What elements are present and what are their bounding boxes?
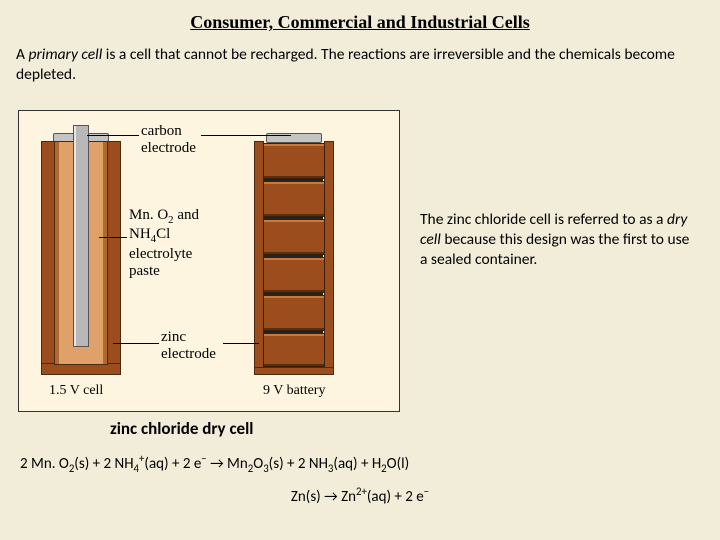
intro-italic: primary cell — [28, 45, 102, 64]
leader-carbon-left — [87, 135, 139, 136]
page-title: Consumer, Commercial and Industrial Cell… — [0, 0, 720, 33]
cell-outer-wall-right — [107, 141, 121, 375]
leader-carbon-right — [201, 135, 291, 136]
label-carbon-2: electrode — [141, 140, 196, 157]
label-carbon-1: carbon — [141, 123, 196, 140]
stack-cell — [263, 181, 325, 217]
label-zinc-1: zinc — [161, 329, 216, 346]
label-9v: 9 V battery — [263, 383, 325, 399]
note-prefix: The zinc chloride cell is referred to as… — [420, 210, 667, 229]
intro-prefix: A — [16, 45, 28, 64]
leader-zinc-right — [223, 343, 259, 344]
label-electrolyte-4: paste — [129, 263, 199, 280]
leader-zinc-left — [113, 343, 159, 344]
label-carbon: carbon electrode — [141, 123, 196, 158]
stack-cell — [263, 219, 325, 255]
side-note: The zinc chloride cell is referred to as… — [420, 210, 690, 270]
stack-cell — [263, 257, 325, 293]
label-zinc-2: electrode — [161, 346, 216, 363]
battery-wall-right — [324, 141, 334, 375]
label-zinc: zinc electrode — [161, 329, 216, 364]
carbon-electrode — [73, 125, 89, 347]
equations: 2 Mn. O2(s) + 2 NH4+(aq) + 2 e− → Mn2O3(… — [20, 450, 700, 509]
leader-electrolyte — [99, 237, 127, 238]
equation-2: Zn(s) → Zn2+(aq) + 2 e− — [20, 483, 700, 509]
battery-wall-bottom — [254, 367, 334, 375]
cell-diagram: carbon electrode Mn. O2 and NH4Cl electr… — [18, 110, 400, 412]
stack-cell — [263, 295, 325, 331]
label-electrolyte-3: electrolyte — [129, 246, 199, 263]
stack-cell — [263, 333, 325, 367]
equation-1: 2 Mn. O2(s) + 2 NH4+(aq) + 2 e− → Mn2O3(… — [20, 450, 700, 477]
label-electrolyte-2: NH4Cl — [129, 226, 199, 245]
cell-outer-wall-left — [41, 141, 55, 375]
label-electrolyte: Mn. O2 and NH4Cl electrolyte paste — [129, 207, 199, 280]
diagram-caption: zinc chloride dry cell — [110, 418, 253, 439]
intro-text: A primary cell is a cell that cannot be … — [0, 33, 720, 89]
stack-cell — [263, 143, 325, 179]
label-1-5v: 1.5 V cell — [49, 383, 103, 399]
intro-rest: is a cell that cannot be recharged. The … — [16, 45, 675, 84]
note-rest: because this design was the first to use… — [420, 230, 689, 269]
label-electrolyte-1: Mn. O2 and — [129, 207, 199, 226]
